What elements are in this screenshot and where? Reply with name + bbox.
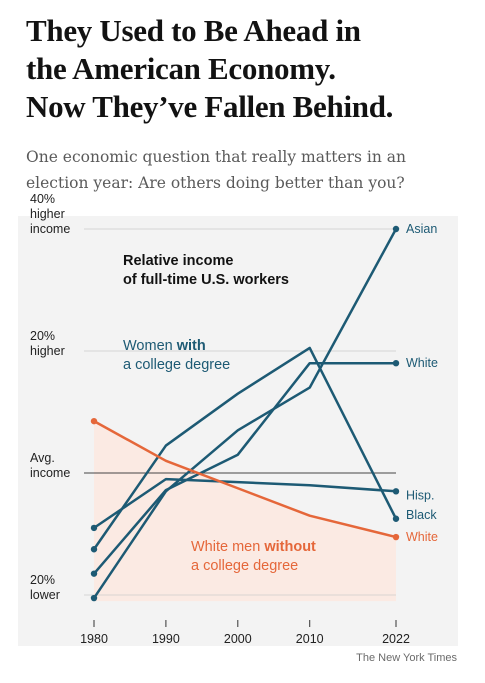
women-annotation: Women with [123, 338, 206, 354]
x-tick-label: 2000 [224, 632, 252, 646]
dek-line-2: election year: Are others doing better t… [26, 174, 405, 192]
headline: They Used to Be Ahead in the American Ec… [26, 12, 476, 126]
series-point-asian-women [90, 594, 98, 602]
chart-title: Relative income [123, 253, 233, 269]
dek: One economic question that really matter… [26, 144, 476, 196]
y-tick-label: 40% [30, 192, 55, 206]
series-line-white-men [92, 419, 398, 539]
series-point-asian-women [392, 225, 400, 233]
series-label-white-women: White [406, 356, 438, 370]
series-point-white-women [90, 570, 98, 577]
x-tick-label: 1980 [80, 632, 108, 646]
series-line-hisp-women [92, 477, 398, 530]
series-point-hisp-women [392, 488, 400, 495]
headline-line-3: Now They’ve Fallen Behind. [26, 89, 394, 124]
y-tick-label: 20% [30, 573, 55, 587]
y-tick-label: Avg. [30, 451, 55, 465]
y-tick-label: lower [30, 588, 60, 602]
source-credit: The New York Times [356, 652, 457, 664]
x-tick-label: 1990 [152, 632, 180, 646]
men-annotation: White men without [191, 539, 316, 555]
y-tick-label: income [30, 466, 70, 480]
chart-title: of full-time U.S. workers [123, 272, 289, 288]
series-point-white-men [90, 417, 98, 425]
y-tick-label: higher [30, 207, 65, 221]
y-tick-label: income [30, 222, 70, 236]
series-label-black-women: Black [406, 508, 437, 522]
x-tick-label: 2022 [382, 632, 410, 646]
series-line-white-women [92, 361, 398, 575]
series-label-hisp-women: Hisp. [406, 488, 434, 502]
dek-line-1: One economic question that really matter… [26, 148, 406, 166]
women-annotation-line-2: a college degree [123, 357, 230, 373]
y-tick-label: higher [30, 344, 65, 358]
series-label-white-men: White [406, 530, 438, 544]
series-point-hisp-women [90, 524, 98, 532]
series-point-black-women [392, 515, 400, 522]
series-label-asian-women: Asian [406, 222, 437, 236]
series-point-white-women [392, 360, 400, 367]
x-tick-label: 2010 [296, 632, 324, 646]
headline-line-2: the American Economy. [26, 51, 336, 86]
men-annotation-line-2: a college degree [191, 558, 298, 574]
series-line-asian-women [92, 227, 398, 600]
series-point-white-men [392, 533, 400, 541]
headline-line-1: They Used to Be Ahead in [26, 13, 361, 48]
series-line-black-women [92, 346, 398, 551]
shaded-area [94, 421, 396, 602]
series-point-black-women [90, 546, 98, 553]
y-tick-label: 20% [30, 329, 55, 343]
